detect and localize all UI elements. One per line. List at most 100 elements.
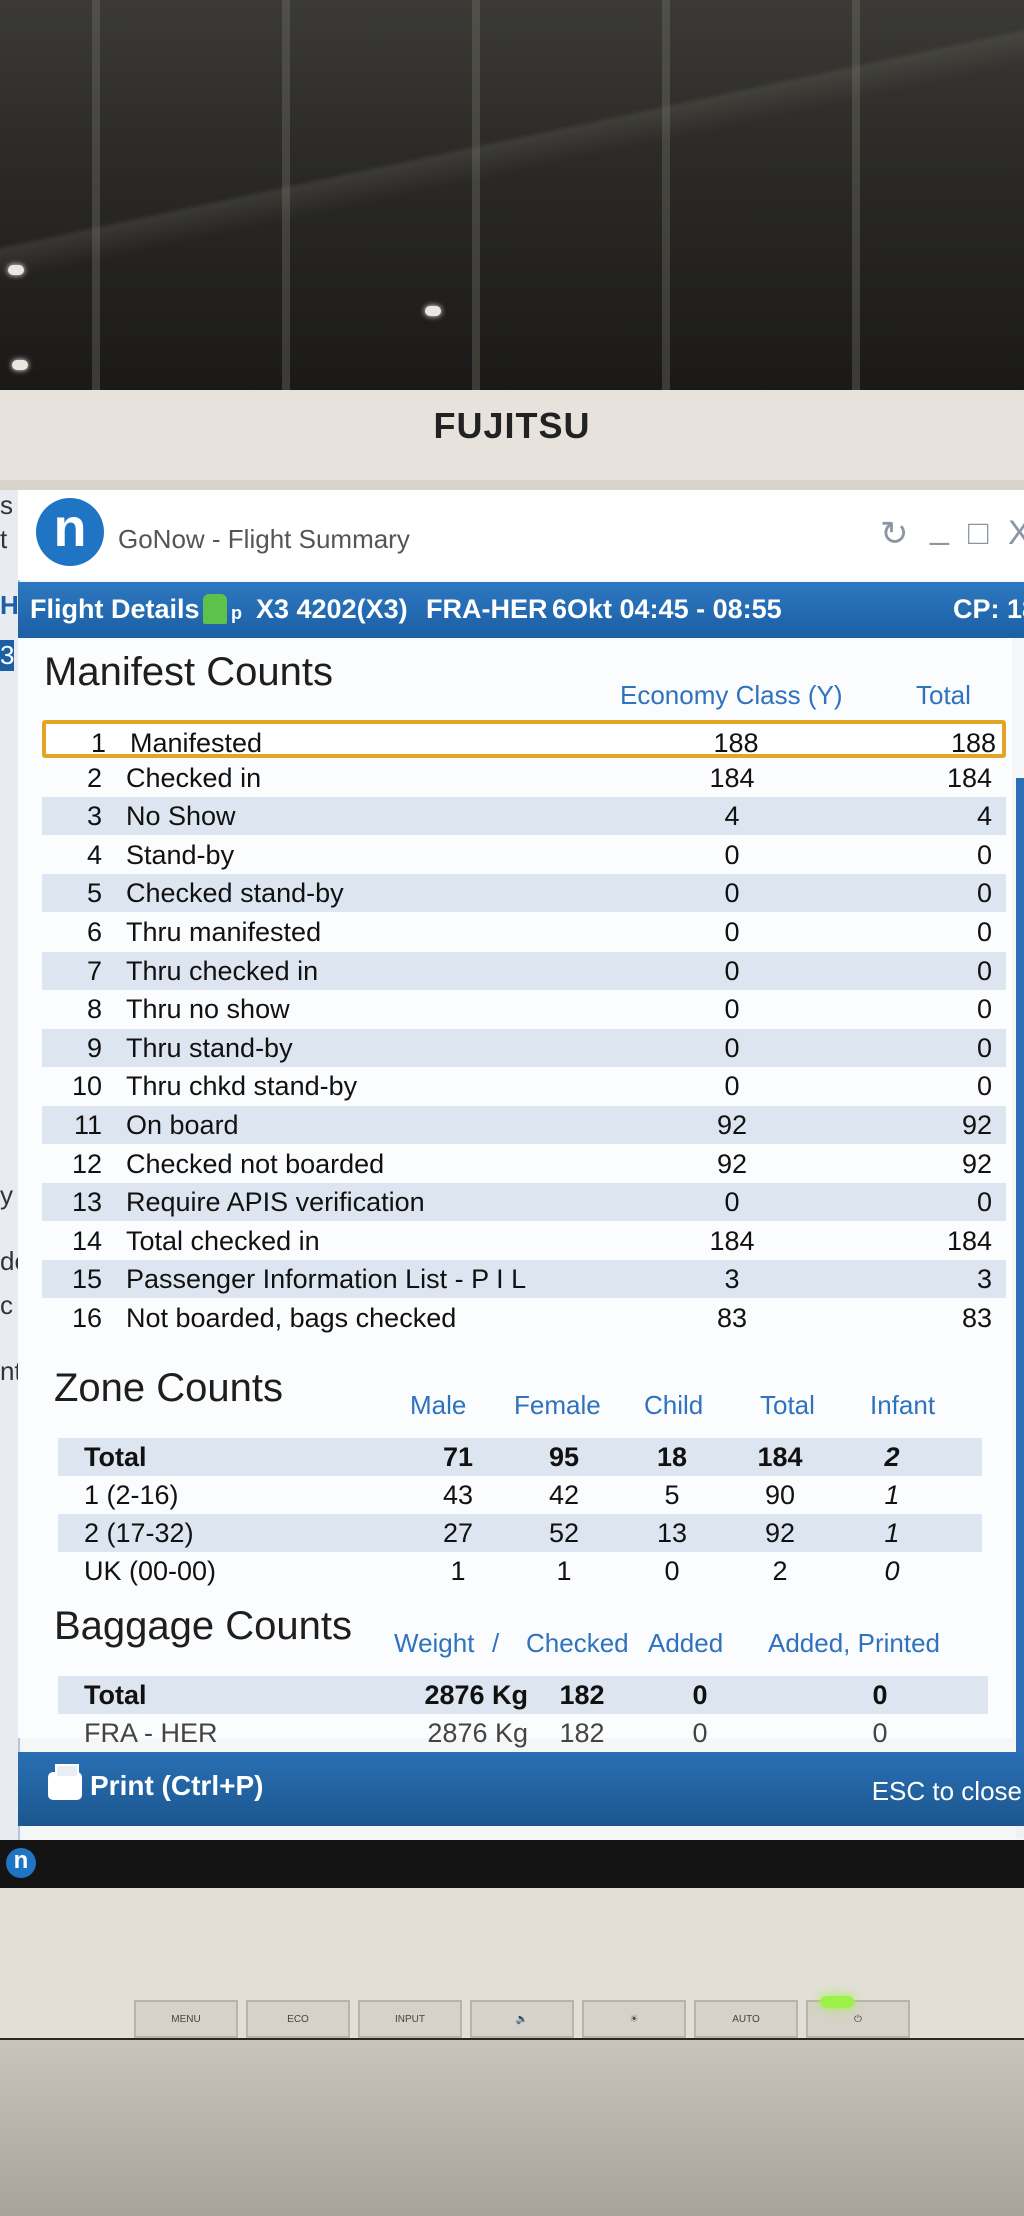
flight-details-label: Flight Details | xyxy=(30,594,215,624)
economy-value: 0 xyxy=(724,1187,740,1218)
manifest-row[interactable]: 5 Checked stand-by 0 0 xyxy=(42,874,1006,913)
row-label: Thru stand-by xyxy=(126,1032,293,1063)
refresh-icon[interactable]: ↻ xyxy=(880,515,909,553)
row-number: 11 xyxy=(73,1110,102,1140)
manifest-row[interactable]: 12 Checked not boarded 92 92 xyxy=(42,1145,1006,1183)
manifest-row[interactable]: 16 Not boarded, bags checked 83 83 xyxy=(42,1299,1006,1337)
row-label: Thru manifested xyxy=(126,917,322,947)
row-label: Require APIS verification xyxy=(126,1187,425,1218)
monitor-eco-button[interactable]: ECO xyxy=(246,2000,350,2038)
ceiling-light xyxy=(8,265,24,275)
manifest-row[interactable]: 14 Total checked in 184 184 xyxy=(42,1222,1006,1260)
zone-row[interactable]: UK (00-00) 1 1 0 2 0 xyxy=(58,1552,982,1590)
manifest-row[interactable]: 13 Require APIS verification 0 0 xyxy=(42,1183,1006,1222)
baggage-added: 0 xyxy=(692,1680,708,1710)
baggage-row[interactable]: Total 2876 Kg 182 0 0 xyxy=(58,1676,988,1714)
monitor-power-button[interactable]: ⏻ xyxy=(806,2000,910,2038)
row-label: Thru chkd stand-by xyxy=(126,1071,358,1102)
zone-infant-value: 1 xyxy=(884,1518,900,1548)
manifest-row[interactable]: 2 Checked in 184 184 xyxy=(42,759,1006,797)
window-footer: Print (Ctrl+P) ESC to close xyxy=(18,1752,1024,1826)
col-added-printed: Added, Printed xyxy=(768,1628,941,1658)
manifest-row[interactable]: 11 On board 92 92 xyxy=(42,1106,1006,1144)
col-separator: / xyxy=(492,1628,500,1658)
close-button[interactable]: X xyxy=(1008,514,1024,552)
manifest-row[interactable]: 4 Stand-by 0 0 xyxy=(42,836,1006,874)
print-button-label: Print (Ctrl+P) xyxy=(90,1770,264,1801)
monitor-menu-button[interactable]: MENU xyxy=(134,2000,238,2038)
monitor-input-button[interactable]: INPUT xyxy=(358,2000,462,2038)
zone-child-value: 13 xyxy=(656,1518,688,1548)
taskbar-gonow-icon[interactable]: n xyxy=(6,1848,36,1878)
zone-total-value: 90 xyxy=(764,1480,796,1510)
economy-value: 0 xyxy=(724,917,740,947)
total-value: 0 xyxy=(976,994,992,1025)
zone-female-value: 1 xyxy=(556,1556,572,1586)
monitor-brand-logo: FUJITSU xyxy=(433,405,591,446)
manifest-row[interactable]: 9 Thru stand-by 0 0 xyxy=(42,1028,1006,1067)
monitor-volume-button[interactable]: 🔈 xyxy=(470,2000,574,2038)
total-value: 0 xyxy=(976,1032,992,1063)
ceiling-light xyxy=(12,360,28,370)
row-label: Checked in xyxy=(126,762,262,793)
economy-value: 0 xyxy=(724,955,740,986)
power-led-indicator xyxy=(820,1996,854,2008)
zone-infant-value: 2 xyxy=(884,1442,900,1472)
manifest-row[interactable]: 8 Thru no show 0 0 xyxy=(42,990,1006,1028)
minimize-button[interactable]: _ xyxy=(930,508,949,546)
zone-child-value: 0 xyxy=(664,1556,680,1586)
col-total: Total xyxy=(760,1390,815,1420)
baggage-checked: 182 xyxy=(559,1718,605,1748)
maximize-button[interactable]: □ xyxy=(968,514,989,552)
economy-value: 0 xyxy=(724,839,740,870)
monitor-screen: s t H 3 y de c nt n GoNow - Flight Summa… xyxy=(0,490,1024,1890)
row-number: 14 xyxy=(71,1225,102,1256)
zone-total-value: 2 xyxy=(772,1556,788,1586)
zone-female-value: 95 xyxy=(548,1442,580,1472)
col-infant: Infant xyxy=(870,1390,936,1420)
baggage-weight: 2876 Kg xyxy=(427,1718,528,1748)
flight-status-icon: p xyxy=(201,594,242,626)
manifest-row[interactable]: 15 Passenger Information List - P I L 3 3 xyxy=(42,1260,1006,1299)
vertical-scrollbar[interactable]: ▼ xyxy=(1016,778,1024,1838)
zone-label: UK (00-00) xyxy=(84,1556,217,1586)
baggage-checked: 182 xyxy=(559,1680,605,1710)
zone-row[interactable]: Total 71 95 18 184 2 xyxy=(58,1438,982,1476)
scrollbar-thumb[interactable] xyxy=(1016,778,1024,1798)
baggage-row[interactable]: FRA - HER 2876 Kg 182 0 0 xyxy=(58,1714,988,1752)
zone-row[interactable]: 1 (2-16) 43 42 5 90 1 xyxy=(58,1476,982,1514)
col-child: Child xyxy=(644,1390,704,1420)
manifest-row[interactable]: 6 Thru manifested 0 0 xyxy=(42,913,1006,951)
manifest-row[interactable]: 1 Manifested 188 188 xyxy=(42,720,1006,758)
col-female: Female xyxy=(514,1390,601,1420)
row-number: 16 xyxy=(71,1303,102,1333)
baggage-added-printed: 0 xyxy=(872,1718,888,1748)
manifest-row[interactable]: 10 Thru chkd stand-by 0 0 xyxy=(42,1067,1006,1105)
manifest-row[interactable]: 7 Thru checked in 0 0 xyxy=(42,951,1006,990)
total-value: 0 xyxy=(976,839,992,870)
zone-male-value: 71 xyxy=(442,1442,474,1472)
row-number: 7 xyxy=(86,955,102,986)
monitor-auto-button[interactable]: AUTO xyxy=(694,2000,798,2038)
zone-child-value: 5 xyxy=(664,1480,680,1510)
row-number: 10 xyxy=(71,1071,102,1102)
row-number: 2 xyxy=(86,762,102,793)
row-label: Not boarded, bags checked xyxy=(126,1303,457,1333)
economy-value: 184 xyxy=(709,1225,755,1256)
monitor-brightness-button[interactable]: ☀ xyxy=(582,2000,686,2038)
print-button[interactable]: Print (Ctrl+P) xyxy=(48,1764,264,1802)
zone-total-value: 92 xyxy=(764,1518,796,1548)
row-label: Checked not boarded xyxy=(126,1148,385,1179)
col-male: Male xyxy=(410,1390,467,1420)
monitor-bezel-top xyxy=(0,390,1024,490)
row-number: 8 xyxy=(86,994,102,1025)
background-text: H xyxy=(0,590,19,620)
row-number: 3 xyxy=(86,801,102,832)
zone-female-value: 42 xyxy=(548,1480,580,1510)
esc-to-close-hint[interactable]: ESC to close xyxy=(871,1776,1022,1806)
total-value: 0 xyxy=(976,1071,992,1102)
total-value: 184 xyxy=(946,762,992,793)
manifest-row[interactable]: 3 No Show 4 4 xyxy=(42,797,1006,836)
window-titlebar: n GoNow - Flight Summary ↻ _ □ X xyxy=(18,490,1024,580)
zone-row[interactable]: 2 (17-32) 27 52 13 92 1 xyxy=(58,1514,982,1552)
